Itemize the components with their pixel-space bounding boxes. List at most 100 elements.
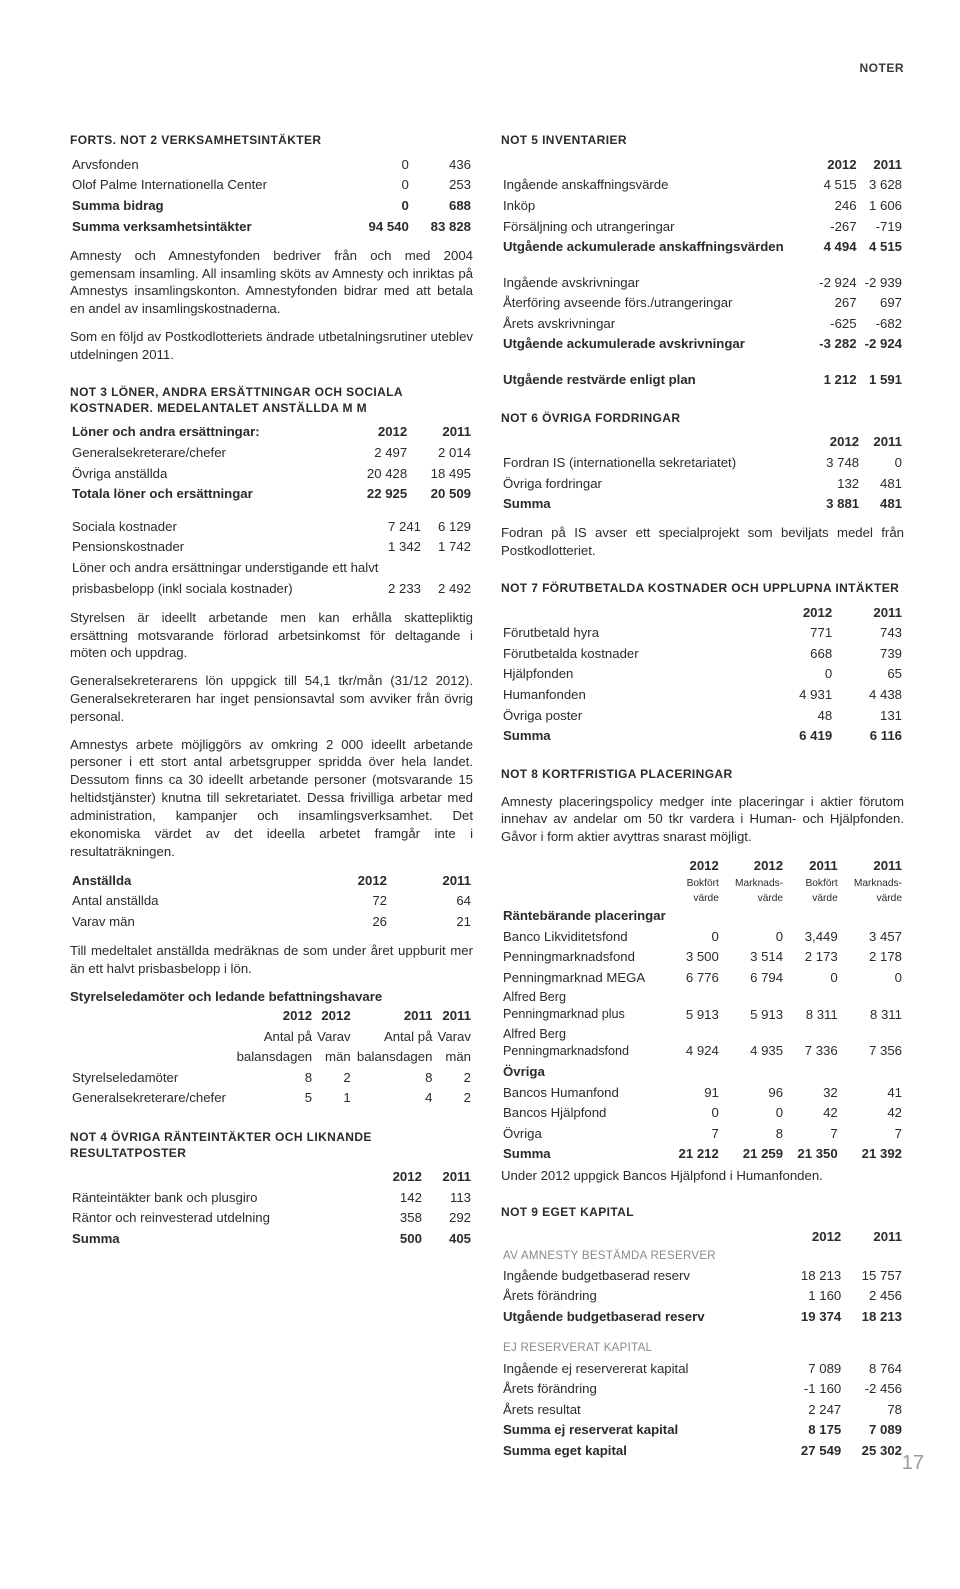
- table-row: Generalsekreterare/chefer2 4972 014: [70, 443, 473, 464]
- paragraph: Styrelsen är ideellt arbetande men kan e…: [70, 609, 473, 662]
- table-row: prisbasbelopp (inkl sociala kostnader)2 …: [70, 578, 473, 599]
- table-row: Försäljning och utrangeringar-267-719: [501, 216, 904, 237]
- table-row: Arvsfonden0436: [70, 154, 473, 175]
- paragraph: Som en följd av Postkodlotteriets ändrad…: [70, 328, 473, 364]
- table-head: Löner och andra ersättningar: 2012 2011: [70, 422, 473, 443]
- heading-not7: NOT 7 FÖRUTBETALDA KOSTNADER OCH UPPLUPN…: [501, 580, 904, 596]
- table-not8: 2012201220112011 BokförtMarknads-Bokfört…: [501, 856, 904, 1165]
- table-not9: 20122011 AV AMNESTY BESTÄMDA RESERVER In…: [501, 1227, 904, 1462]
- paragraph: Amnestys arbete möjliggörs av omkring 2 …: [70, 736, 473, 861]
- table-row: Återföring avseende förs./utrangeringar2…: [501, 293, 904, 314]
- paragraph: Fodran på IS avser ett specialprojekt so…: [501, 524, 904, 560]
- table-row: Banco Likviditetsfond003,4493 457: [501, 926, 904, 947]
- table-row: Utgående ackumulerade anskaffningsvärden…: [501, 237, 904, 258]
- heading-not9: NOT 9 EGET KAPITAL: [501, 1204, 904, 1220]
- table-row: Utgående budgetbaserad reserv19 37418 21…: [501, 1307, 904, 1328]
- table-row: Fordran IS (internationella sekretariate…: [501, 453, 904, 474]
- spacer: [501, 257, 904, 272]
- paragraph: Amnesty och Amnestyfonden bedriver från …: [70, 247, 473, 318]
- table-row: Inköp2461 606: [501, 196, 904, 217]
- table-subhead: balansdagenmänbalansdagenmän: [70, 1047, 473, 1068]
- table-row: Övriga fordringar132481: [501, 473, 904, 494]
- table-row: Summa bidrag0688: [70, 196, 473, 217]
- table-row: Summa ej reserverat kapital8 1757 089: [501, 1420, 904, 1441]
- table-row: Utgående restvärde enligt plan1 2121 591: [501, 369, 904, 390]
- paragraph: Generalsekreterarens lön uppgick till 54…: [70, 672, 473, 725]
- table-row: Ingående avskrivningar-2 924-2 939: [501, 272, 904, 293]
- table-row: Summa6 4196 116: [501, 726, 904, 747]
- table-not6: 20122011 Fordran IS (internationella sek…: [501, 432, 904, 514]
- table-head: 20122011: [501, 154, 904, 175]
- table-head: 20122011: [501, 432, 904, 453]
- table-sociala: Sociala kostnader7 2416 129 Pensionskost…: [70, 516, 473, 598]
- table-row: Övriga anställda20 42818 495: [70, 463, 473, 484]
- table-row: Löner och andra ersättningar understigan…: [70, 558, 473, 579]
- heading-not3: NOT 3 LÖNER, ANDRA ERSÄTTNINGAR OCH SOCI…: [70, 384, 473, 416]
- table-row: Penningmarknadsfond3 5003 5142 1732 178: [501, 947, 904, 968]
- table-head: 20122011: [501, 602, 904, 623]
- table-row: Bancos Humanfond91963241: [501, 1082, 904, 1103]
- table-row: Årets avskrivningar-625-682: [501, 313, 904, 334]
- table-row: Årets förändring-1 160-2 456: [501, 1379, 904, 1400]
- subheading-styrelse: Styrelseledamöter och ledande befattning…: [70, 988, 473, 1006]
- table-row: Sociala kostnader7 2416 129: [70, 516, 473, 537]
- table-head: 2012201220112011: [501, 856, 904, 877]
- heading-not8: NOT 8 KORTFRISTIGA PLACERINGAR: [501, 766, 904, 782]
- table-row: Summa21 21221 25921 35021 392: [501, 1144, 904, 1165]
- table-row: Ingående budgetbaserad reserv18 21315 75…: [501, 1265, 904, 1286]
- table-head: 2012201220112011: [70, 1006, 473, 1027]
- table-row: Förutbetalda kostnader668739: [501, 643, 904, 664]
- right-column: NOT 5 INVENTARIER 20122011 Ingående ansk…: [501, 112, 904, 1461]
- heading-not5: NOT 5 INVENTARIER: [501, 132, 904, 148]
- table-row: Penningmarknad MEGA6 7766 79400: [501, 967, 904, 988]
- table-row: Pensionskostnader1 3421 742: [70, 537, 473, 558]
- table-row: Totala löner och ersättningar22 92520 50…: [70, 484, 473, 505]
- table-anstallda: Anställda20122011 Antal anställda7264 Va…: [70, 870, 473, 932]
- table-row: Humanfonden4 9314 438: [501, 685, 904, 706]
- table-row: Hjälpfonden065: [501, 664, 904, 685]
- table-head: 20122011: [70, 1167, 473, 1188]
- table-subhead: Antal påVaravAntal påVarav: [70, 1026, 473, 1047]
- paragraph: Under 2012 uppgick Bancos Hjälpfond i Hu…: [501, 1167, 904, 1185]
- table-row: Övriga7877: [501, 1123, 904, 1144]
- table-row: Summa verksamhetsintäkter94 54083 828: [70, 216, 473, 237]
- table-section: Övriga: [501, 1062, 904, 1083]
- table-row: Styrelseledamöter8282: [70, 1067, 473, 1088]
- table-row: Olof Palme Internationella Center0253: [70, 175, 473, 196]
- table-row: Summa eget kapital27 54925 302: [501, 1441, 904, 1462]
- table-row: Räntor och reinvesterad utdelning358292: [70, 1208, 473, 1229]
- page: NOTER FORTS. NOT 2 VERKSAMHETSINTÄKTER A…: [0, 0, 960, 1501]
- table-styrelse: 2012201220112011 Antal påVaravAntal påVa…: [70, 1006, 473, 1109]
- table-row: Ingående anskaffningsvärde4 5153 628: [501, 175, 904, 196]
- table-section: AV AMNESTY BESTÄMDA RESERVER: [501, 1247, 904, 1265]
- table-row: Summa500405: [70, 1229, 473, 1250]
- table-not5: 20122011 Ingående anskaffningsvärde4 515…: [501, 154, 904, 390]
- table-subhead: BokförtMarknads-BokförtMarknads-: [501, 877, 904, 892]
- left-column: FORTS. NOT 2 VERKSAMHETSINTÄKTER Arvsfon…: [70, 112, 473, 1461]
- table-row: Ränteintäkter bank och plusgiro142113: [70, 1187, 473, 1208]
- heading-not2: FORTS. NOT 2 VERKSAMHETSINTÄKTER: [70, 132, 473, 148]
- table-head: Anställda20122011: [70, 870, 473, 891]
- table-row: Varav män2621: [70, 912, 473, 933]
- table-loner: Löner och andra ersättningar: 2012 2011 …: [70, 422, 473, 504]
- table-row: Summa3 881481: [501, 494, 904, 515]
- table-row: Bancos Hjälpfond004242: [501, 1103, 904, 1124]
- table-not2: Arvsfonden0436 Olof Palme Internationell…: [70, 154, 473, 236]
- table-row: Årets resultat2 24778: [501, 1399, 904, 1420]
- table-row: Förutbetald hyra771743: [501, 623, 904, 644]
- table-row: Utgående ackumulerade avskrivningar-3 28…: [501, 334, 904, 355]
- paragraph: Till medeltalet anställda medräknas de s…: [70, 942, 473, 978]
- heading-not6: NOT 6 ÖVRIGA FORDRINGAR: [501, 410, 904, 426]
- spacer: [501, 1327, 904, 1340]
- paragraph: Amnesty placeringspolicy medger inte pla…: [501, 793, 904, 846]
- table-row: Alfred Berg Penningmarknad plus5 9135 91…: [501, 988, 904, 1025]
- page-number: 17: [902, 1450, 924, 1477]
- table-row: Övriga poster48131: [501, 705, 904, 726]
- page-header: NOTER: [70, 60, 904, 76]
- table-row: Årets förändring1 1602 456: [501, 1286, 904, 1307]
- table-row: Ingående ej reservererat kapital7 0898 7…: [501, 1358, 904, 1379]
- table-section: EJ RESERVERAT KAPITAL: [501, 1340, 904, 1358]
- table-not7: 20122011 Förutbetald hyra771743 Förutbet…: [501, 602, 904, 746]
- table-row: Generalsekreterare/chefer5142: [70, 1088, 473, 1109]
- spacer: [501, 355, 904, 370]
